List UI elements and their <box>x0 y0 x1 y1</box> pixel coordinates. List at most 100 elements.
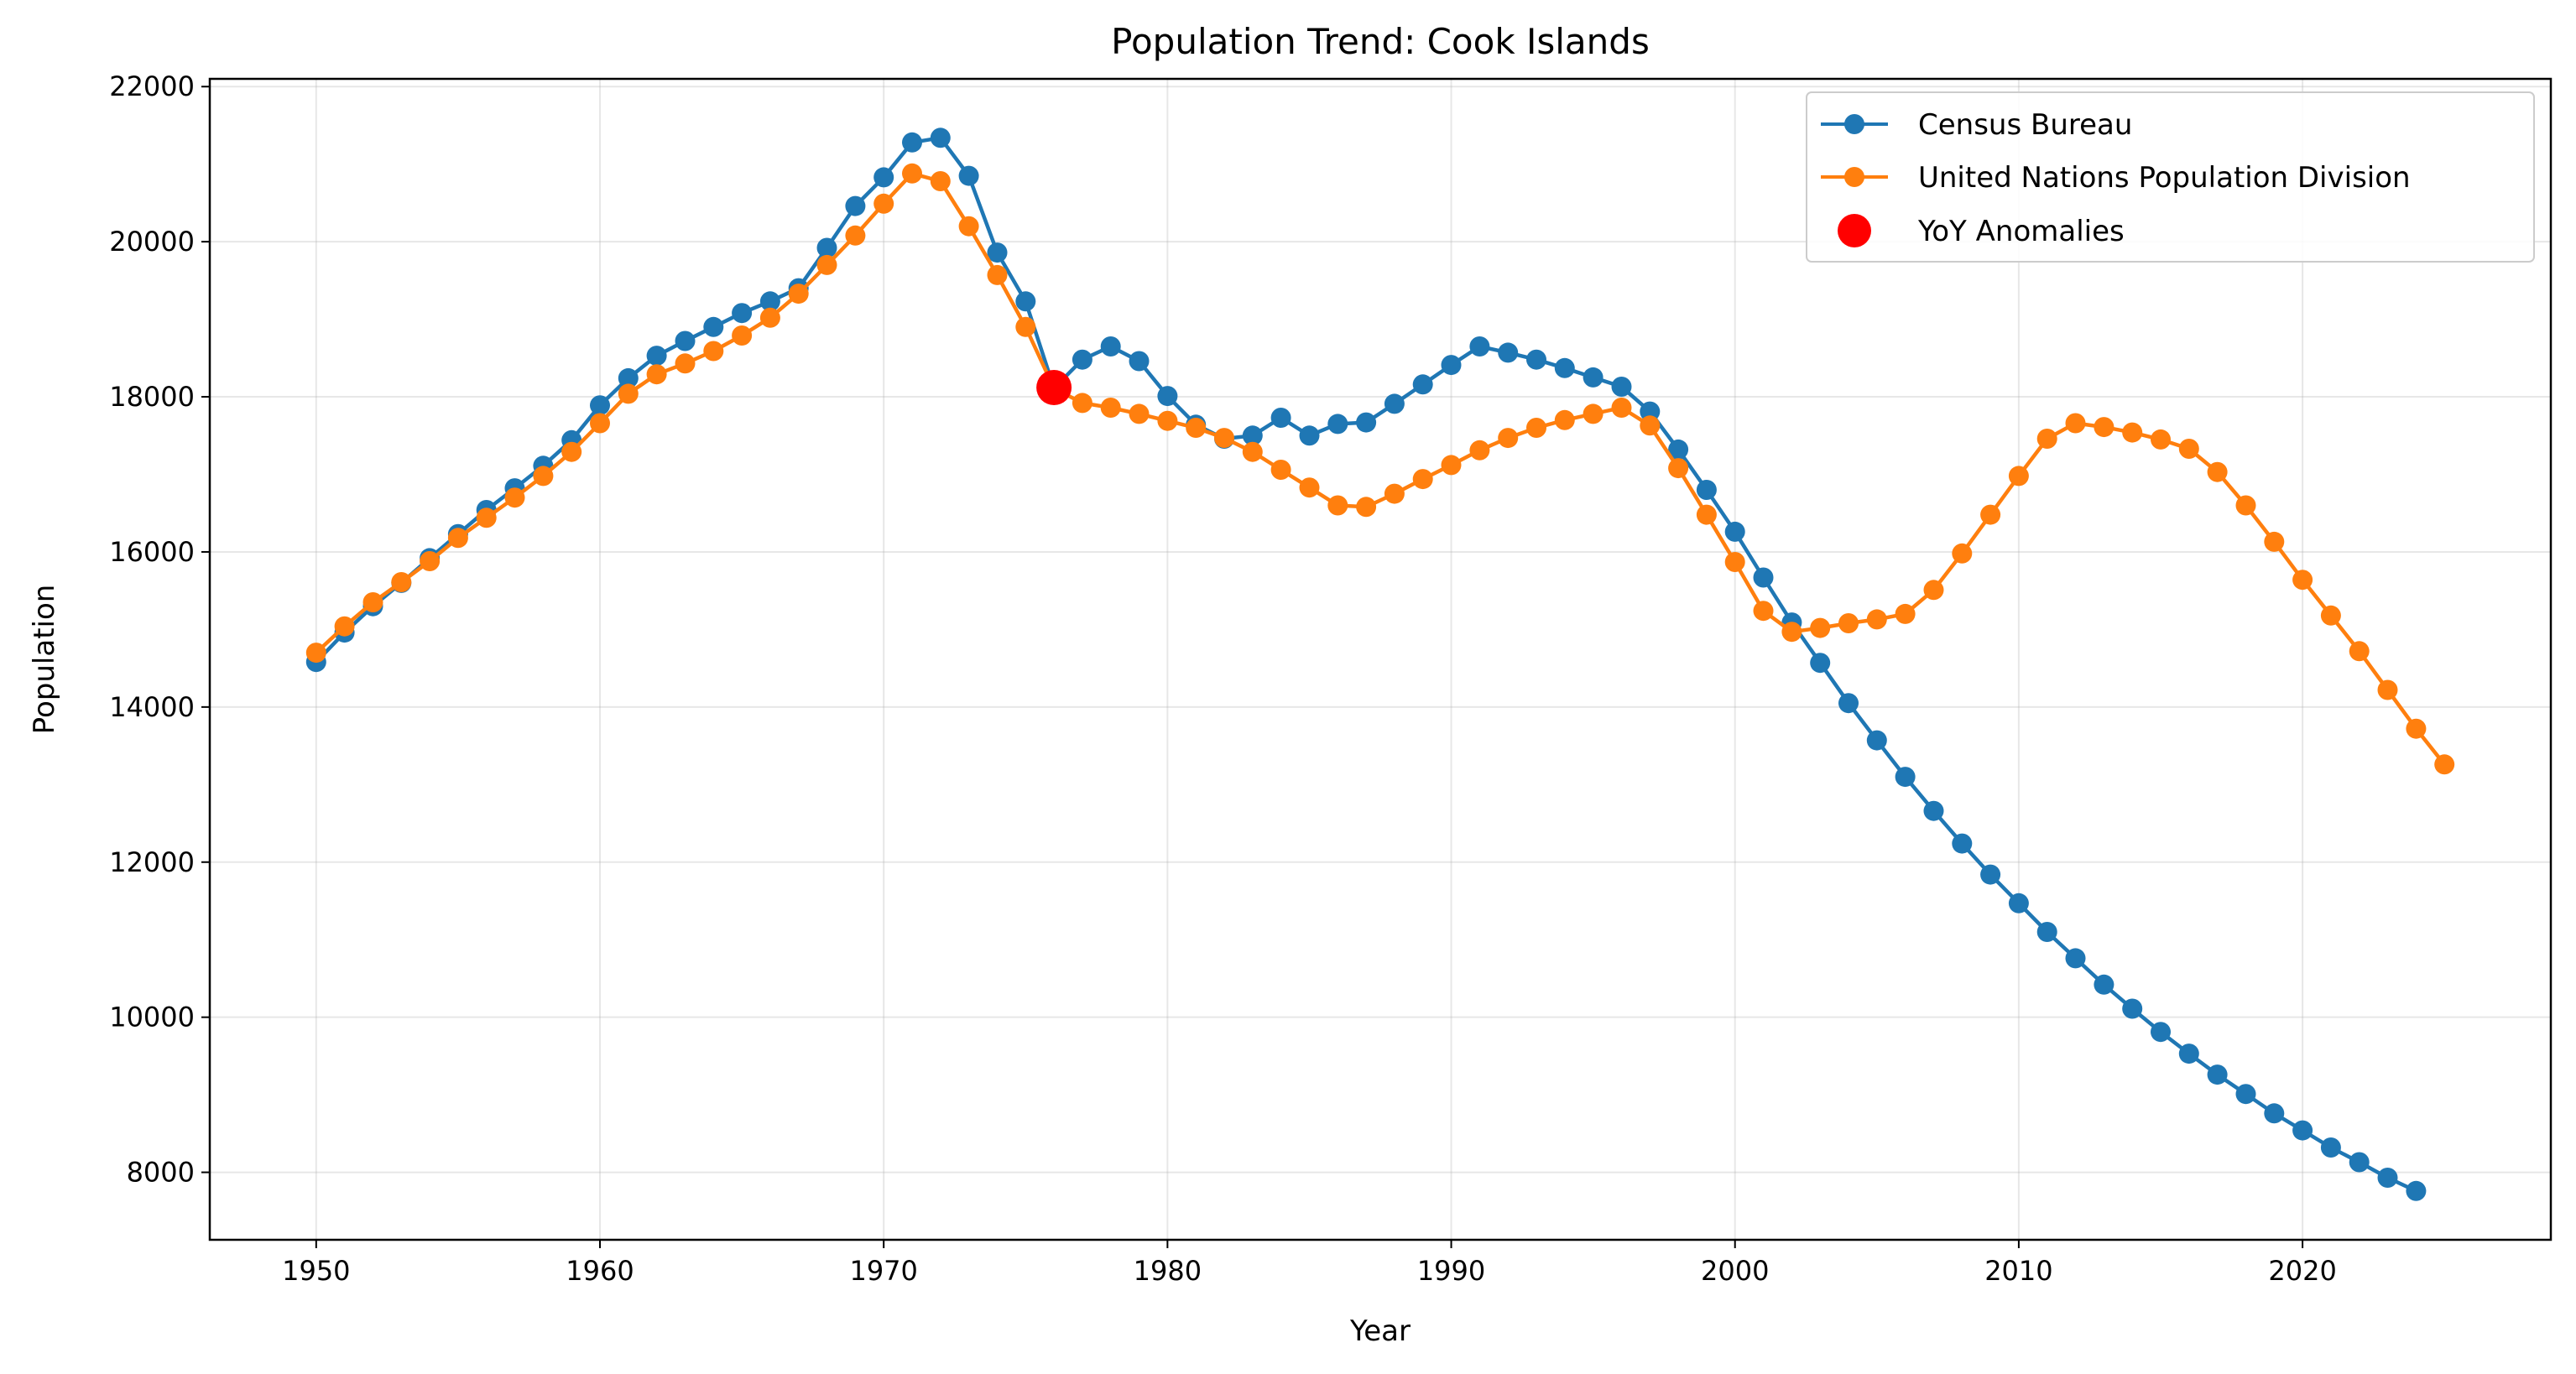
data-point <box>2178 439 2199 459</box>
data-point <box>2434 754 2455 775</box>
data-point <box>1015 291 1036 312</box>
data-point <box>1640 401 1661 422</box>
legend-marker-census <box>1844 114 1864 134</box>
data-point <box>2178 1044 2199 1064</box>
legend-label-un: United Nations Population Division <box>1918 161 2411 195</box>
data-point <box>1583 367 1603 388</box>
plot-area-frame <box>208 77 2553 1241</box>
data-point <box>816 237 837 258</box>
data-point <box>476 507 497 528</box>
data-point <box>533 466 554 487</box>
legend-label-anomalies: YoY Anomalies <box>1917 215 2125 248</box>
data-point <box>2377 679 2398 700</box>
data-point <box>1072 393 1092 414</box>
data-point <box>1668 439 1689 460</box>
data-point <box>1498 428 1519 449</box>
data-point <box>1781 622 1802 643</box>
data-point <box>1242 441 1263 462</box>
data-point <box>1724 521 1745 542</box>
data-point <box>2264 1103 2285 1124</box>
data-point <box>732 325 753 346</box>
chart-title: Population Trend: Cook Islands <box>1111 21 1650 62</box>
data-point <box>2377 1168 2398 1188</box>
data-point <box>1554 357 1575 378</box>
y-axis: 8000 10000 12000 14000 16000 18000 20000 22000 <box>109 70 210 1189</box>
x-tick-label: 1960 <box>566 1255 634 1287</box>
data-point <box>618 383 639 404</box>
data-point <box>2207 1064 2228 1085</box>
y-tick-label: 12000 <box>109 846 195 878</box>
data-point <box>1270 460 1291 480</box>
data-point <box>1753 601 1774 622</box>
data-point <box>2320 1137 2341 1158</box>
data-point <box>1980 864 2001 885</box>
data-point <box>2065 413 2086 434</box>
data-point <box>1441 455 1462 476</box>
data-point <box>703 316 724 337</box>
data-point <box>1866 609 1887 630</box>
data-point <box>1753 567 1774 588</box>
x-tick-label: 1990 <box>1417 1255 1485 1287</box>
data-point <box>2235 495 2256 516</box>
data-point <box>447 528 468 549</box>
data-point <box>1072 349 1092 370</box>
data-point <box>1810 617 1831 638</box>
x-tick-label: 1970 <box>849 1255 917 1287</box>
data-point <box>703 341 724 362</box>
data-point <box>1384 393 1405 414</box>
data-point <box>1469 440 1490 461</box>
data-point <box>1299 425 1320 446</box>
data-point <box>1356 497 1377 518</box>
legend-entry-census-bureau: Census Bureau <box>1821 108 2132 142</box>
data-point <box>1299 477 1320 498</box>
data-point <box>987 242 1008 263</box>
data-point <box>1270 408 1291 428</box>
data-point <box>930 128 951 148</box>
data-point <box>2065 948 2086 969</box>
data-point <box>2094 417 2115 438</box>
x-tick-label: 2020 <box>2268 1255 2336 1287</box>
data-point <box>1356 412 1377 433</box>
y-tick-label: 16000 <box>109 536 195 568</box>
data-point <box>1724 552 1745 572</box>
x-tick-label: 1950 <box>282 1255 350 1287</box>
data-point <box>1100 398 1121 418</box>
data-point <box>1015 316 1036 337</box>
data-point <box>1526 349 1546 370</box>
data-point <box>561 441 582 462</box>
data-point <box>2094 974 2115 995</box>
x-axis: 1950 1960 1970 1980 1990 2000 2010 2020 <box>282 1240 2337 1287</box>
y-tick-label: 18000 <box>109 381 195 413</box>
data-point <box>1866 730 1887 751</box>
data-point <box>987 264 1008 285</box>
anomaly-markers <box>1036 370 1072 405</box>
series-line <box>315 171 2446 766</box>
data-point <box>1441 355 1462 376</box>
data-point <box>1100 336 1121 357</box>
data-point <box>902 132 922 153</box>
data-point <box>1242 425 1263 446</box>
data-point <box>2151 1022 2171 1043</box>
data-point <box>590 395 610 416</box>
data-point <box>759 307 780 328</box>
data-point <box>1696 480 1717 500</box>
data-point <box>732 303 753 324</box>
data-point <box>1214 428 1234 449</box>
data-point <box>2235 1084 2256 1105</box>
data-point <box>1186 418 1207 438</box>
data-point <box>2036 429 2057 449</box>
data-point <box>2122 422 2143 443</box>
data-point <box>675 330 696 351</box>
data-point <box>1668 458 1689 479</box>
x-tick-label: 2000 <box>1701 1255 1769 1287</box>
data-point <box>2207 461 2228 482</box>
data-point <box>2292 1120 2313 1141</box>
data-point <box>816 254 837 275</box>
data-point <box>2349 1152 2370 1173</box>
data-point <box>2151 429 2171 450</box>
data-point <box>646 346 667 367</box>
grid-lines <box>210 79 2551 1240</box>
data-point <box>1838 693 1859 714</box>
data-point <box>1810 653 1831 674</box>
data-point <box>958 216 979 237</box>
